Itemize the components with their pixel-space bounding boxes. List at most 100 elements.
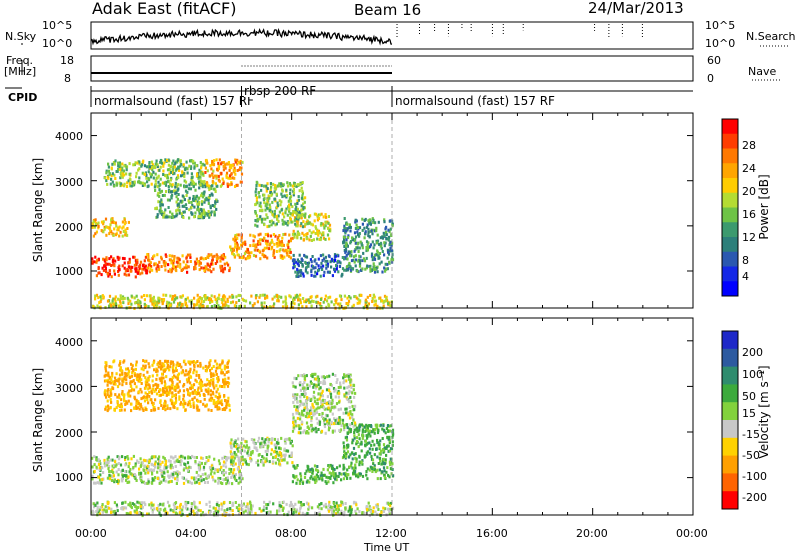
velocity-cell-5 bbox=[373, 453, 376, 457]
power-cell-1 bbox=[194, 260, 197, 264]
power-tick-24: 24 bbox=[742, 162, 756, 175]
velocity-cell-0 bbox=[189, 456, 192, 460]
power-cell-8 bbox=[273, 209, 276, 213]
velocity-cell-5 bbox=[388, 429, 392, 433]
velocity-cell-5 bbox=[346, 450, 350, 454]
power-cell-11 bbox=[355, 296, 358, 300]
velocity-cell-1 bbox=[271, 437, 274, 441]
power-cell-5 bbox=[176, 208, 179, 212]
power-cell-4 bbox=[121, 220, 124, 224]
power-cell-6 bbox=[169, 171, 173, 174]
power-cell-0 bbox=[135, 267, 138, 271]
power-cell-2 bbox=[275, 250, 278, 253]
power-cell-3 bbox=[328, 223, 332, 227]
velocity-cell-3 bbox=[105, 395, 108, 399]
power-cell-5 bbox=[216, 184, 219, 188]
power-cell-1 bbox=[160, 255, 163, 259]
velocity-cell-5 bbox=[364, 444, 367, 448]
velocity-cell-3 bbox=[211, 382, 214, 386]
power-cell-7 bbox=[206, 181, 209, 185]
power-cell-10 bbox=[356, 230, 359, 234]
power-cell-10 bbox=[384, 241, 387, 245]
power-cell-6 bbox=[185, 166, 188, 170]
power-cell-3 bbox=[296, 236, 299, 240]
power-cell-5 bbox=[199, 215, 202, 219]
power-cell-2 bbox=[287, 246, 290, 250]
power-cell-0 bbox=[134, 269, 137, 273]
velocity-cell-3 bbox=[207, 392, 210, 396]
power-cell-7 bbox=[214, 182, 217, 186]
velocity-cell-1 bbox=[270, 441, 273, 445]
velocity-cell-2 bbox=[310, 382, 313, 385]
power-cell-0 bbox=[96, 258, 99, 262]
power-cell-5 bbox=[171, 215, 174, 219]
power-cell-5 bbox=[156, 213, 159, 217]
power-cell-10 bbox=[361, 228, 364, 232]
velocity-cell-1 bbox=[250, 451, 253, 455]
velocity-cell-0 bbox=[222, 473, 225, 477]
velocity-cell-5 bbox=[343, 444, 346, 448]
power-cell-8 bbox=[295, 211, 298, 215]
velocity-cell-3 bbox=[110, 365, 113, 369]
velocity-cell-2 bbox=[302, 413, 305, 417]
velocity-cell-0 bbox=[219, 481, 222, 485]
power-cell-10 bbox=[355, 223, 358, 227]
power-cell-4 bbox=[102, 220, 105, 224]
power-cell-8 bbox=[287, 199, 290, 203]
power-cell-6 bbox=[201, 172, 204, 176]
velocity-cell-6 bbox=[186, 514, 189, 518]
velocity-cell-2 bbox=[294, 385, 297, 389]
power-cell-0 bbox=[105, 256, 108, 260]
power-cell-10 bbox=[379, 241, 383, 245]
power-cell-1 bbox=[199, 257, 202, 261]
velocity-cell-6 bbox=[231, 501, 234, 505]
velocity-cell-3 bbox=[222, 378, 225, 382]
power-cell-10 bbox=[358, 232, 361, 235]
power-cell-8 bbox=[275, 222, 278, 226]
velocity-cell-2 bbox=[313, 396, 316, 400]
velocity-cell-5 bbox=[376, 423, 379, 427]
power-cell-8 bbox=[286, 223, 289, 227]
velocity-cell-2 bbox=[316, 402, 319, 406]
velocity-cell-4 bbox=[336, 466, 339, 470]
power-cell-0 bbox=[108, 269, 111, 273]
power-cell-8 bbox=[255, 196, 258, 200]
velocity-cell-2 bbox=[306, 411, 309, 415]
xtick-1200: 12:00 bbox=[375, 527, 407, 540]
velocity-cell-3 bbox=[104, 389, 107, 393]
velocity-cell-3 bbox=[104, 361, 107, 365]
velocity-cell-2 bbox=[310, 397, 313, 401]
velocity-cell-5 bbox=[379, 449, 383, 453]
power-cell-6 bbox=[117, 164, 120, 168]
velocity-cell-2 bbox=[328, 388, 331, 392]
velocity-cell-2 bbox=[316, 398, 319, 402]
velocity-cell-5 bbox=[345, 452, 348, 456]
power-cell-7 bbox=[211, 160, 214, 163]
velocity-cell-1 bbox=[233, 444, 236, 448]
power-cell-11 bbox=[349, 296, 352, 300]
velocity-cell-0 bbox=[161, 469, 164, 473]
power-cell-2 bbox=[242, 242, 245, 246]
velocity-cell-0 bbox=[217, 459, 221, 463]
velocity-cell-0 bbox=[183, 462, 186, 466]
power-cell-11 bbox=[200, 300, 203, 304]
velocity-cell-3 bbox=[177, 364, 180, 367]
power-cell-11 bbox=[346, 296, 349, 300]
velocity-cell-0 bbox=[151, 481, 154, 485]
velocity-cell-0 bbox=[142, 480, 145, 484]
velocity-cell-5 bbox=[366, 467, 369, 471]
power-cell-1 bbox=[170, 269, 173, 273]
power-cell-10 bbox=[349, 229, 352, 233]
velocity-cell-3 bbox=[136, 373, 139, 377]
velocity-cell-3 bbox=[129, 394, 132, 398]
velocity-cell-3 bbox=[169, 388, 172, 392]
velocity-cell-3 bbox=[177, 385, 180, 389]
power-cell-11 bbox=[382, 304, 385, 308]
power-cell-8 bbox=[295, 184, 298, 188]
velocity-cell-1 bbox=[255, 461, 258, 465]
velocity-cell-3 bbox=[115, 406, 118, 410]
velocity-cell-0 bbox=[218, 462, 221, 466]
power-cell-9 bbox=[305, 266, 308, 269]
power-cell-11 bbox=[305, 305, 308, 309]
power-cell-2 bbox=[278, 234, 281, 237]
